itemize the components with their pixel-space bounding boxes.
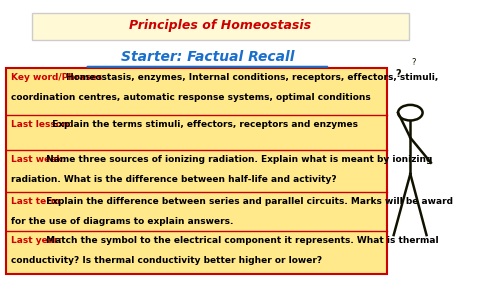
- Text: Match the symbol to the electrical component it represents. What is thermal: Match the symbol to the electrical compo…: [42, 236, 438, 245]
- Text: Last term:: Last term:: [11, 197, 64, 206]
- Text: Last year:: Last year:: [11, 236, 62, 245]
- Text: ?: ?: [411, 58, 416, 67]
- Text: ?: ?: [395, 69, 401, 79]
- Text: Key word/Phrases:: Key word/Phrases:: [11, 73, 106, 82]
- Text: Last lesson:: Last lesson:: [11, 121, 72, 130]
- FancyBboxPatch shape: [6, 68, 387, 274]
- Text: Explain the terms stimuli, effectors, receptors and enzymes: Explain the terms stimuli, effectors, re…: [48, 121, 358, 130]
- Text: conductivity? Is thermal conductivity better higher or lower?: conductivity? Is thermal conductivity be…: [11, 256, 322, 265]
- Text: Name three sources of ionizing radiation. Explain what is meant by ionizing: Name three sources of ionizing radiation…: [42, 155, 432, 164]
- Text: Principles of Homeostasis: Principles of Homeostasis: [130, 19, 312, 31]
- Text: Homeostasis, enzymes, Internal conditions, receptors, effectors, stimuli,: Homeostasis, enzymes, Internal condition…: [64, 73, 438, 82]
- Text: for the use of diagrams to explain answers.: for the use of diagrams to explain answe…: [11, 217, 234, 226]
- Text: radiation. What is the difference between half-life and activity?: radiation. What is the difference betwee…: [11, 175, 336, 184]
- Text: coordination centres, automatic response systems, optimal conditions: coordination centres, automatic response…: [11, 93, 371, 102]
- Text: Last week:: Last week:: [11, 155, 66, 164]
- Text: Starter: Factual Recall: Starter: Factual Recall: [120, 50, 294, 64]
- Text: Explain the difference between series and parallel circuits. Marks will be award: Explain the difference between series an…: [42, 197, 453, 206]
- FancyBboxPatch shape: [32, 13, 409, 40]
